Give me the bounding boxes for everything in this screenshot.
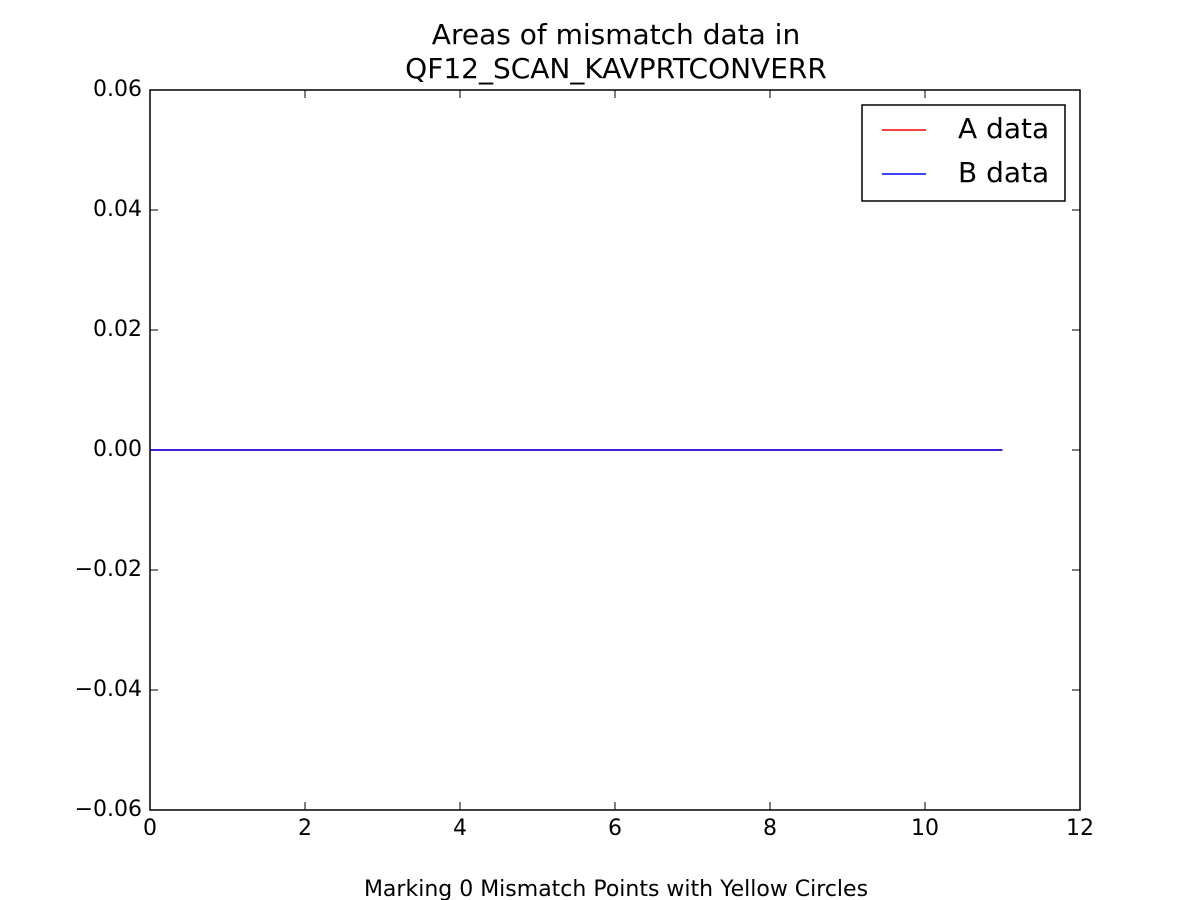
legend-box bbox=[861, 104, 1066, 202]
legend-label: A data bbox=[958, 112, 1049, 145]
x-axis-label: Marking 0 Mismatch Points with Yellow Ci… bbox=[364, 877, 868, 900]
x-tick-label: 2 bbox=[298, 816, 312, 841]
y-tick-label: 0.04 bbox=[93, 197, 142, 222]
y-tick-label: 0.00 bbox=[93, 437, 142, 462]
chart-title: Areas of mismatch data in bbox=[432, 18, 800, 51]
x-tick-label: 6 bbox=[608, 816, 622, 841]
chart-title: QF12_SCAN_KAVPRTCONVERR bbox=[405, 52, 827, 85]
plot-frame bbox=[149, 89, 1081, 811]
y-tick-label: −0.06 bbox=[75, 797, 142, 822]
legend-label: B data bbox=[958, 156, 1049, 189]
y-tick-label: −0.04 bbox=[75, 677, 142, 702]
x-tick-label: 12 bbox=[1066, 816, 1094, 841]
y-tick-label: 0.02 bbox=[93, 317, 142, 342]
y-tick-label: −0.02 bbox=[75, 557, 142, 582]
x-tick-label: 8 bbox=[763, 816, 777, 841]
y-tick-label: 0.06 bbox=[93, 77, 142, 102]
x-tick-label: 4 bbox=[453, 816, 467, 841]
x-tick-label: 10 bbox=[911, 816, 939, 841]
x-tick-label: 0 bbox=[143, 816, 157, 841]
